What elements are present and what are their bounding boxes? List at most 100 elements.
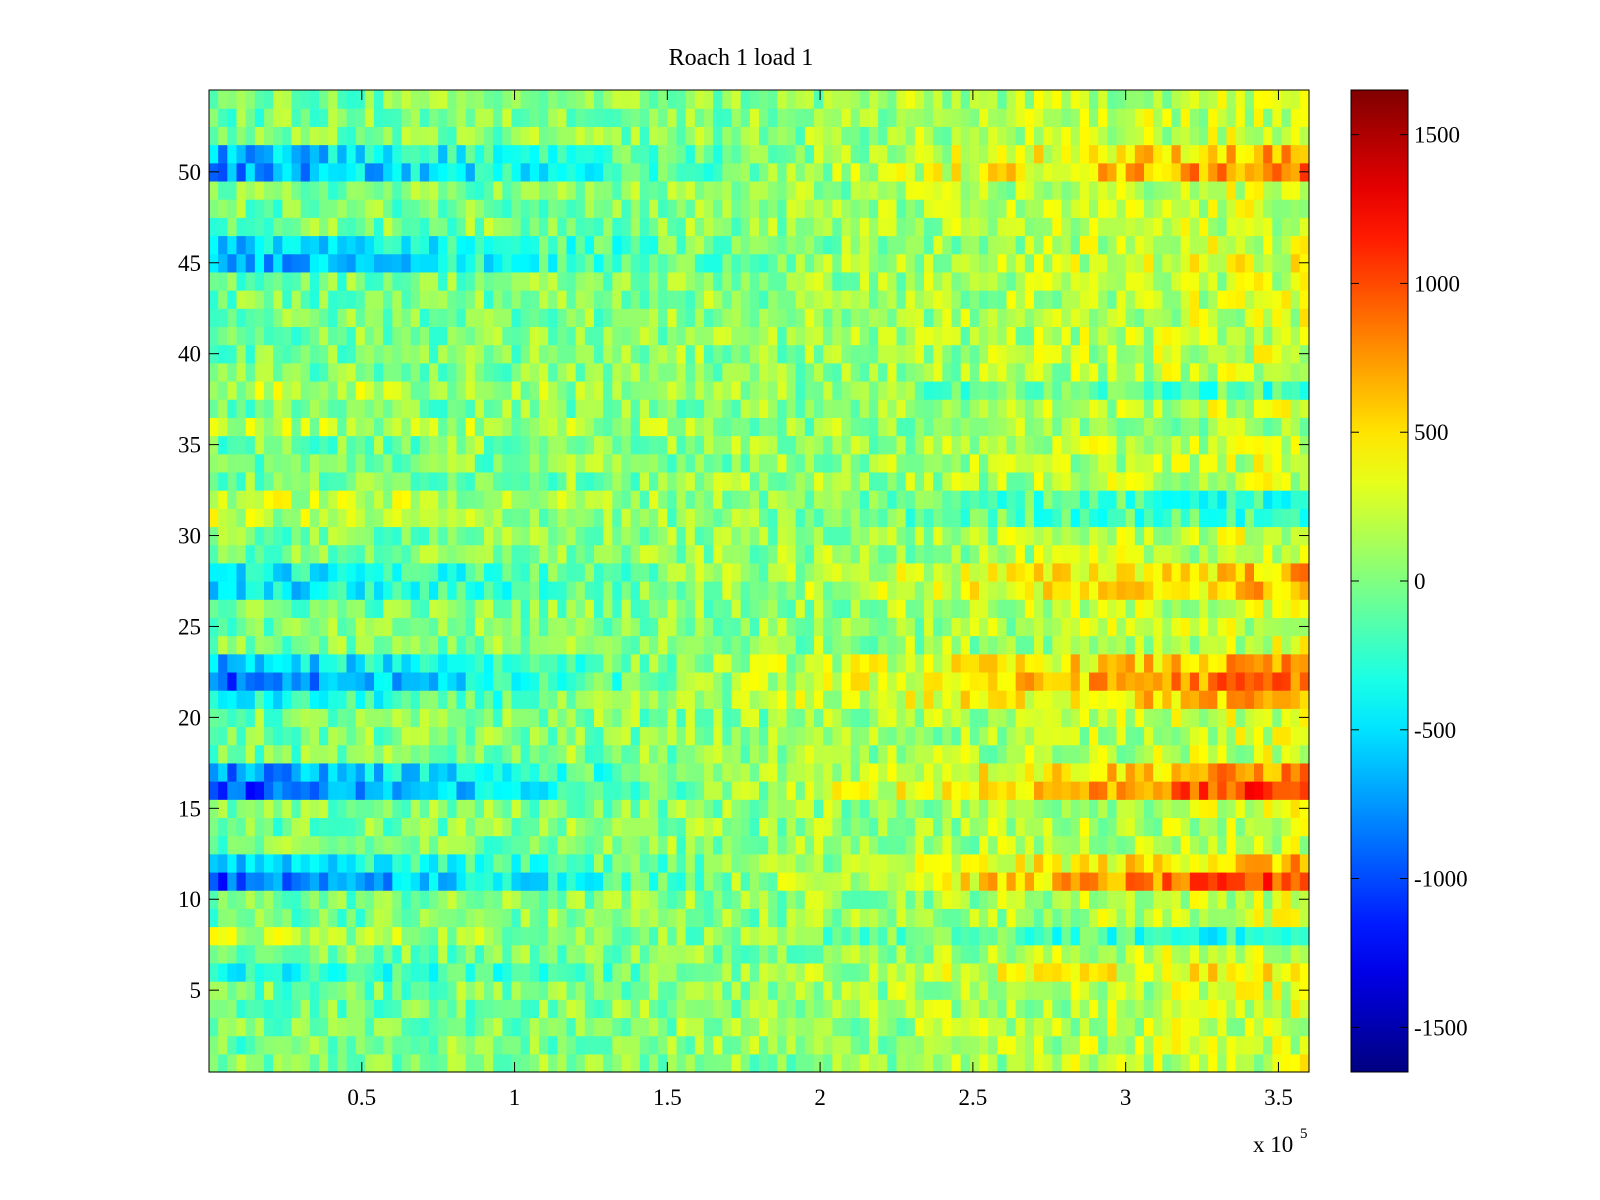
- heatmap-cell: [749, 344, 760, 364]
- heatmap-cell: [1052, 635, 1063, 655]
- heatmap-cell: [594, 362, 604, 382]
- heatmap-cell: [621, 508, 632, 528]
- heatmap-cell: [905, 999, 916, 1019]
- heatmap-cell: [392, 308, 403, 328]
- heatmap-cell: [1254, 853, 1264, 873]
- heatmap-cell: [997, 890, 1008, 909]
- heatmap-cell: [933, 380, 943, 400]
- heatmap-cell: [768, 835, 778, 855]
- heatmap-cell: [768, 508, 778, 528]
- heatmap-cell: [410, 890, 421, 909]
- heatmap-cell: [1153, 326, 1163, 346]
- heatmap-cell: [1052, 962, 1063, 982]
- heatmap-cell: [502, 399, 513, 418]
- heatmap-cell: [410, 908, 421, 928]
- heatmap-cell: [621, 999, 632, 1019]
- heatmap-cell: [374, 490, 384, 509]
- heatmap-cell: [584, 471, 595, 491]
- heatmap-cell: [1272, 453, 1283, 473]
- heatmap-cell: [960, 435, 971, 455]
- heatmap-cell: [254, 908, 265, 928]
- heatmap-cell: [1272, 562, 1283, 582]
- heatmap-cell: [786, 708, 797, 728]
- heatmap-cell: [859, 526, 870, 546]
- heatmap-cell: [832, 781, 843, 800]
- heatmap-cell: [282, 362, 293, 382]
- heatmap-cell: [245, 762, 256, 782]
- heatmap-cell: [1235, 635, 1246, 655]
- heatmap-cell: [713, 581, 723, 600]
- heatmap-cell: [309, 671, 320, 691]
- heatmap-cell: [887, 380, 898, 400]
- heatmap-cell: [1006, 744, 1017, 764]
- heatmap-cell: [1272, 744, 1283, 764]
- heatmap-cell: [401, 653, 412, 673]
- heatmap-cell: [859, 690, 870, 709]
- heatmap-cell: [1134, 453, 1145, 473]
- heatmap-cell: [218, 1017, 228, 1037]
- heatmap-cell: [1107, 435, 1118, 455]
- heatmap-cell: [1079, 944, 1090, 964]
- heatmap-cell: [594, 399, 604, 418]
- heatmap-cell: [786, 817, 797, 837]
- heatmap-cell: [410, 344, 421, 364]
- heatmap-cell: [740, 544, 751, 564]
- heatmap-cell: [1098, 999, 1108, 1019]
- heatmap-cell: [557, 326, 568, 346]
- heatmap-cell: [630, 417, 641, 437]
- heatmap-cell: [749, 999, 760, 1019]
- heatmap-cell: [227, 835, 238, 855]
- heatmap-cell: [456, 1053, 467, 1073]
- heatmap-cell: [410, 362, 421, 382]
- heatmap-cell: [1034, 581, 1044, 600]
- heatmap-cell: [484, 508, 494, 528]
- heatmap-cell: [850, 853, 861, 873]
- heatmap-cell: [612, 817, 623, 837]
- heatmap-cell: [1052, 708, 1063, 728]
- heatmap-cell: [529, 653, 540, 673]
- heatmap-cell: [1052, 835, 1063, 855]
- heatmap-cell: [777, 781, 788, 800]
- heatmap-cell: [997, 362, 1008, 382]
- heatmap-cell: [942, 508, 953, 528]
- heatmap-cell: [1299, 380, 1310, 400]
- heatmap-cell: [502, 326, 513, 346]
- heatmap-cell: [1061, 453, 1072, 473]
- heatmap-cell: [319, 581, 329, 600]
- heatmap-cell: [355, 962, 366, 982]
- heatmap-cell: [383, 999, 393, 1019]
- heatmap-cell: [1244, 435, 1255, 455]
- heatmap-cell: [988, 417, 998, 437]
- heatmap-cell: [493, 380, 503, 400]
- heatmap-cell: [1144, 508, 1154, 528]
- heatmap-cell: [786, 835, 797, 855]
- heatmap-cell: [768, 635, 778, 655]
- heatmap-cell: [1015, 999, 1026, 1019]
- heatmap-cell: [218, 490, 228, 509]
- heatmap-cell: [529, 581, 540, 600]
- heatmap-cell: [887, 308, 898, 328]
- heatmap-cell: [1098, 581, 1108, 600]
- heatmap-cell: [236, 380, 247, 400]
- heatmap-cell: [273, 653, 283, 673]
- heatmap-cell: [676, 471, 687, 491]
- heatmap-cell: [878, 835, 888, 855]
- heatmap-cell: [438, 962, 448, 982]
- heatmap-cell: [1272, 1035, 1283, 1055]
- heatmap-cell: [1015, 908, 1026, 928]
- heatmap-cell: [905, 908, 916, 928]
- heatmap-cell: [410, 617, 421, 637]
- heatmap-cell: [694, 380, 705, 400]
- heatmap-cell: [694, 617, 705, 637]
- heatmap-cell: [1125, 981, 1136, 1000]
- heatmap-cell: [759, 690, 769, 709]
- heatmap-cell: [502, 817, 513, 837]
- heatmap-cell: [374, 962, 384, 982]
- heatmap-cell: [1134, 762, 1145, 782]
- heatmap-cell: [1098, 853, 1108, 873]
- heatmap-cell: [850, 835, 861, 855]
- heatmap-cell: [694, 653, 705, 673]
- heatmap-cell: [759, 544, 769, 564]
- heatmap-cell: [465, 508, 476, 528]
- heatmap-cell: [392, 981, 403, 1000]
